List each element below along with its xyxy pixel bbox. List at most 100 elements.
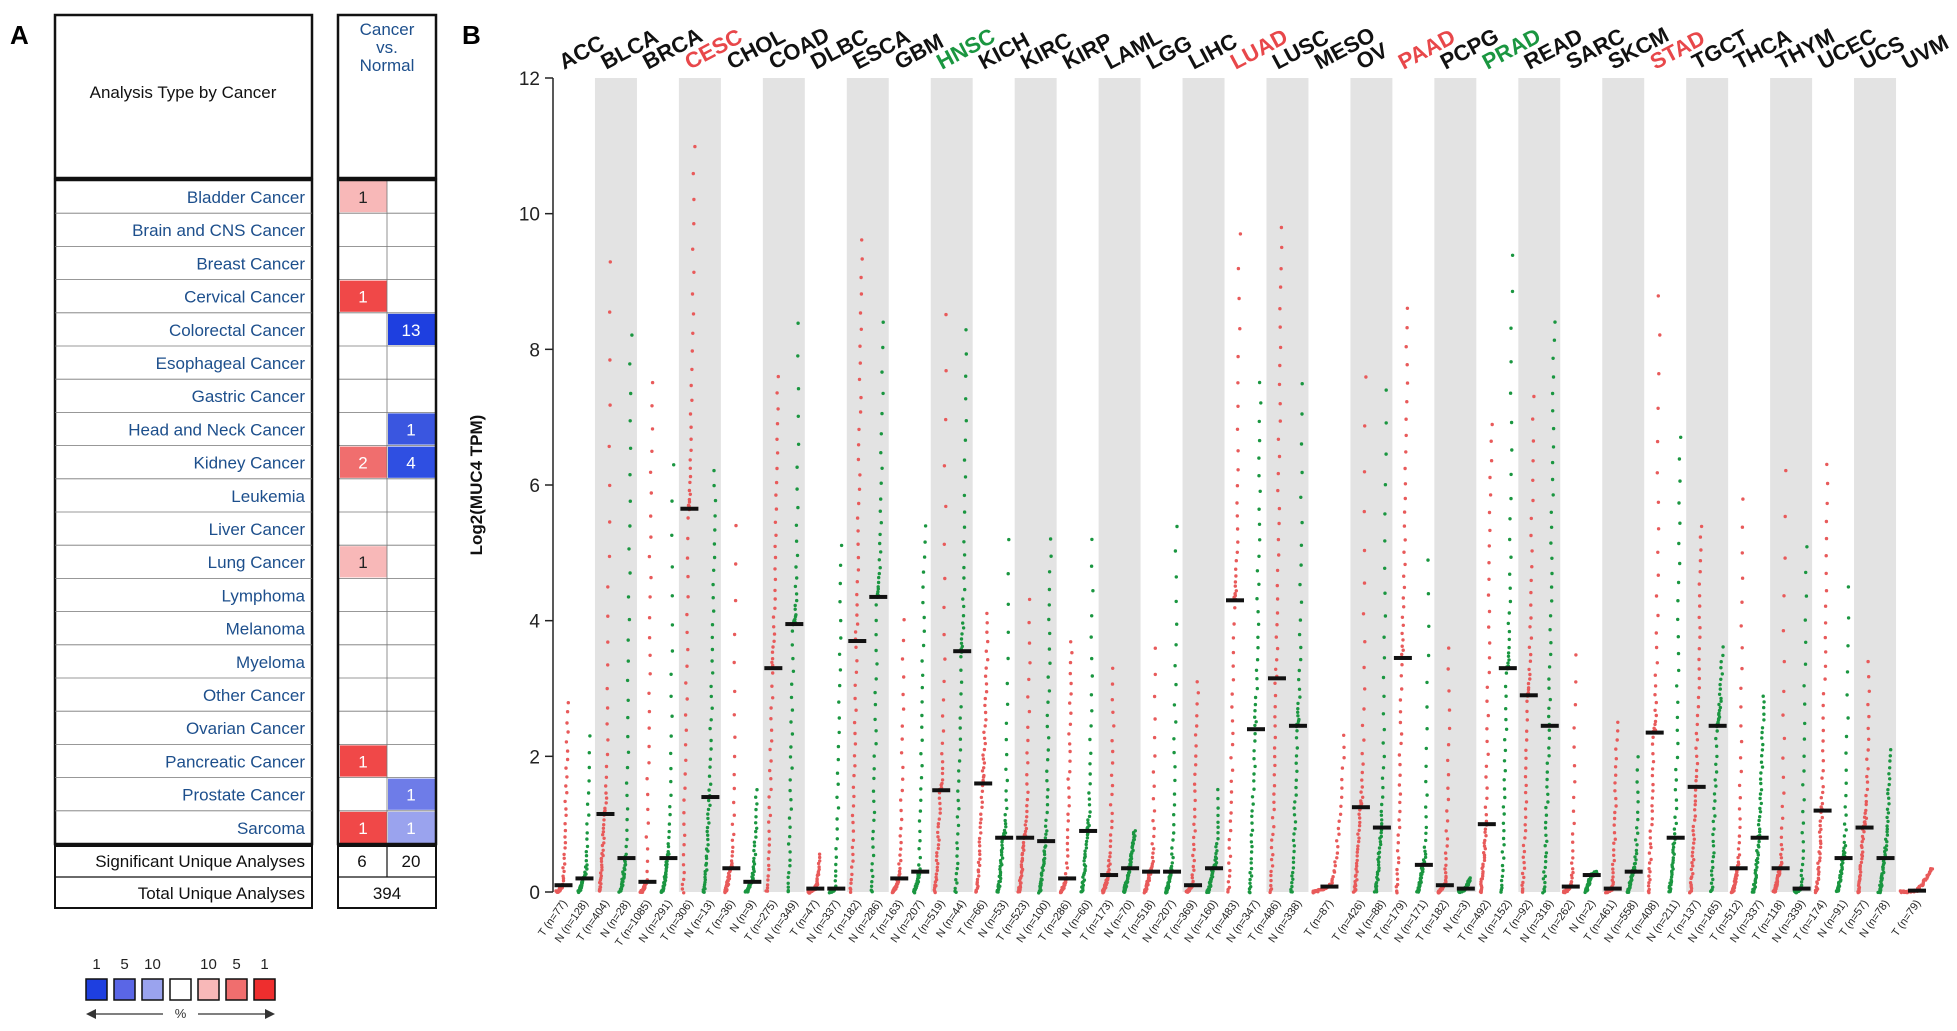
sample-dot	[1482, 851, 1486, 855]
sample-dot	[921, 673, 925, 677]
sample-dot	[1081, 883, 1085, 887]
sample-dot	[1403, 496, 1408, 501]
sample-dot	[629, 391, 633, 396]
sample-dot	[957, 769, 961, 773]
sample-dot	[936, 822, 941, 826]
legend-number: 1	[92, 956, 100, 973]
sample-dot	[1779, 826, 1784, 830]
sample-dot	[1405, 400, 1409, 404]
sample-dot	[1737, 783, 1742, 788]
sample-dot	[876, 580, 881, 585]
sample-dot	[1398, 720, 1403, 725]
sample-dot	[1524, 748, 1528, 752]
sample-dot	[1525, 729, 1529, 733]
sample-dot	[880, 411, 884, 416]
sample-dot	[1091, 589, 1095, 593]
sample-dot	[986, 658, 990, 662]
sample-dot	[1671, 856, 1676, 860]
sample-dot	[1821, 790, 1825, 795]
sample-dot	[1089, 564, 1094, 568]
sample-dot	[1531, 459, 1535, 463]
sample-dot	[667, 822, 672, 826]
sample-dot	[788, 850, 792, 854]
sample-dot	[1424, 825, 1429, 830]
sample-dot	[960, 632, 964, 636]
median-bar	[1908, 888, 1927, 893]
sample-dot	[584, 859, 588, 863]
sample-dot	[1862, 815, 1867, 819]
sample-dot	[1656, 294, 1661, 298]
sample-dot	[688, 466, 692, 470]
sample-dot	[935, 854, 939, 858]
median-bar	[659, 856, 678, 861]
sample-dot	[1696, 695, 1701, 700]
sample-dot	[770, 657, 775, 661]
sample-dot	[982, 736, 987, 740]
sample-dot	[1252, 772, 1256, 776]
sample-dot	[1501, 805, 1506, 809]
sample-dot	[1525, 718, 1530, 722]
median-bar	[1163, 869, 1182, 874]
sample-dot	[1783, 556, 1787, 560]
sample-dot	[606, 614, 610, 618]
sample-dot	[881, 345, 885, 350]
sample-dot	[1885, 824, 1889, 828]
sample-dot	[1824, 536, 1829, 541]
sample-dot	[1152, 735, 1157, 740]
sample-dot	[898, 866, 902, 871]
sample-dot	[1362, 707, 1366, 711]
sample-dot	[647, 761, 651, 765]
sample-dot	[607, 554, 612, 559]
sample-dot	[1574, 653, 1578, 657]
sample-dot	[1296, 710, 1300, 714]
sample-dot	[650, 449, 654, 453]
sample-dot	[1360, 770, 1365, 775]
cancer-band	[1770, 78, 1813, 892]
sample-dot	[1713, 799, 1717, 803]
sample-dot	[1615, 738, 1619, 742]
sample-dot	[1172, 831, 1176, 835]
sample-dot	[1546, 800, 1550, 804]
sample-dot	[1444, 874, 1448, 879]
sample-dot	[1216, 825, 1220, 829]
sample-dot	[585, 844, 590, 849]
sample-dot	[1824, 519, 1829, 524]
sample-dot	[730, 822, 735, 826]
sample-dot	[1480, 877, 1485, 881]
sample-dot	[1045, 769, 1049, 773]
underexpression-cell	[388, 413, 435, 445]
sample-dot	[1656, 550, 1660, 554]
sample-dot	[1549, 641, 1553, 645]
sample-dot	[666, 842, 670, 846]
sample-dot	[681, 863, 686, 867]
sample-dot	[604, 796, 609, 800]
sample-dot	[1691, 872, 1695, 876]
sample-dot	[1760, 736, 1764, 740]
sample-dot	[1380, 822, 1384, 826]
sample-dot	[1530, 549, 1534, 553]
sample-dot	[1259, 401, 1263, 405]
sample-dot	[708, 803, 712, 807]
sample-dot	[860, 257, 864, 261]
sample-dot	[1865, 780, 1870, 784]
sample-dot	[854, 708, 858, 712]
sample-dot	[1025, 809, 1029, 814]
sample-dot	[1845, 693, 1849, 697]
sample-dot	[1719, 696, 1723, 701]
sample-dot	[1551, 445, 1556, 449]
sample-dot	[1485, 796, 1489, 800]
sample-dot	[685, 612, 689, 617]
sample-dot	[1380, 776, 1385, 780]
sample-dot	[626, 698, 630, 702]
sample-dot	[1653, 673, 1658, 677]
sample-dot	[775, 466, 779, 471]
sample-dot	[1383, 539, 1387, 543]
sample-dot	[1342, 756, 1346, 760]
sample-dot	[1153, 717, 1157, 721]
median-bar	[1687, 784, 1706, 789]
sample-dot	[754, 795, 758, 799]
sample-dot	[1403, 538, 1407, 542]
sample-dot	[1044, 832, 1048, 836]
cancer-type-label: Prostate Cancer	[182, 786, 305, 805]
sample-dot	[712, 568, 716, 572]
